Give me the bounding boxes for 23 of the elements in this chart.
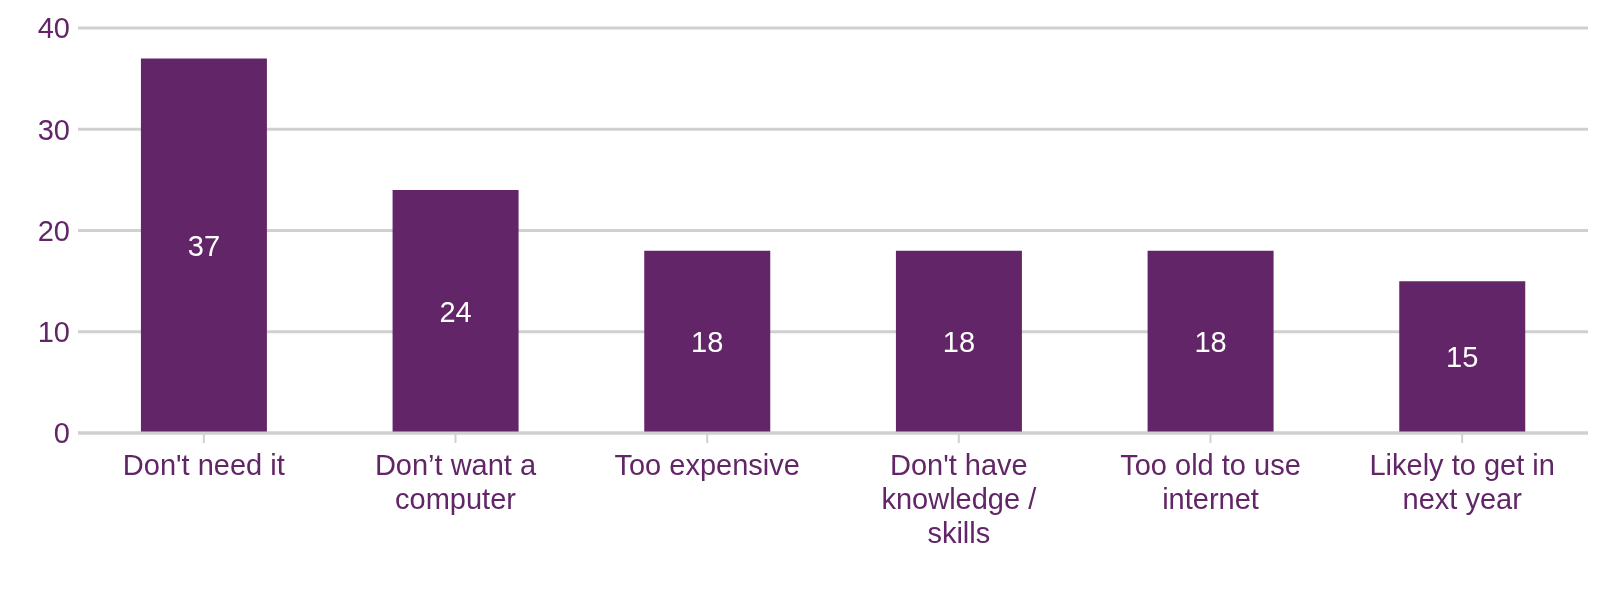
x-tick-label: Likely to get in next year bbox=[1369, 449, 1555, 515]
data-label: 18 bbox=[1194, 326, 1227, 359]
y-tick-label: 20 bbox=[37, 214, 70, 247]
y-tick-label: 40 bbox=[37, 12, 70, 45]
bar bbox=[895, 250, 1022, 433]
y-tick-label: 30 bbox=[37, 113, 70, 146]
bar bbox=[392, 190, 519, 433]
x-tick-label: Don't have knowledge / skills bbox=[881, 449, 1038, 549]
bar bbox=[1147, 250, 1274, 433]
bar bbox=[140, 58, 267, 433]
y-tick-label: 10 bbox=[37, 316, 70, 349]
bar bbox=[644, 250, 771, 433]
data-label: 15 bbox=[1446, 341, 1479, 374]
data-label: 37 bbox=[187, 229, 221, 262]
data-label: 18 bbox=[942, 326, 976, 359]
x-tick-label: Don't need it bbox=[122, 449, 285, 481]
bar bbox=[1399, 281, 1526, 433]
y-tick-label: 0 bbox=[53, 417, 70, 450]
x-tick-label: Too old to use internet bbox=[1120, 449, 1301, 515]
x-tick-label: Too expensive bbox=[614, 449, 800, 481]
data-label: 18 bbox=[691, 326, 724, 359]
data-label: 24 bbox=[439, 295, 472, 328]
x-tick-label: Don’t want a computer bbox=[374, 449, 537, 515]
